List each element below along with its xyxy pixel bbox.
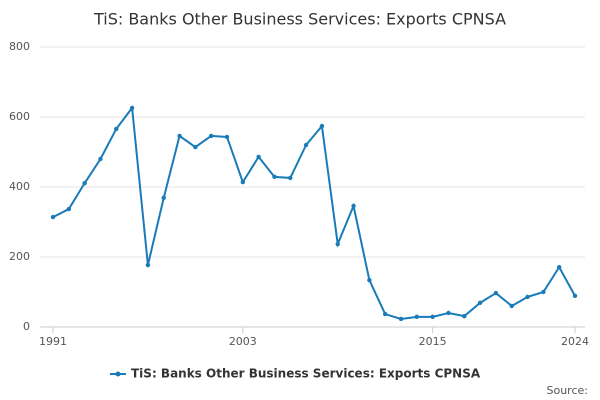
point — [256, 154, 261, 160]
point — [145, 262, 151, 268]
x-tick-label: 2015 — [419, 335, 447, 348]
y-tick-label: 200 — [9, 250, 30, 263]
point — [303, 142, 309, 148]
y-tick-label: 800 — [9, 40, 30, 53]
point — [351, 203, 356, 209]
point — [129, 105, 135, 111]
point — [541, 289, 546, 295]
x-tick-label: 2024 — [561, 335, 589, 348]
point — [272, 174, 277, 180]
y-tick-label: 400 — [9, 180, 30, 193]
point — [382, 311, 388, 317]
source: Source: — [547, 384, 589, 397]
y-tick-label: 0 — [23, 320, 30, 333]
point — [50, 214, 56, 220]
point — [446, 310, 451, 316]
point — [240, 179, 246, 185]
point — [319, 123, 325, 129]
point — [477, 300, 483, 306]
point — [367, 277, 372, 283]
point — [525, 294, 530, 300]
y-tick-label: 600 — [9, 110, 30, 123]
point — [193, 144, 198, 150]
x-tick-label: 2003 — [229, 335, 257, 348]
legend-label: TiS: Banks Other Business Services: Expo… — [131, 367, 481, 381]
point — [430, 314, 435, 320]
point — [414, 314, 420, 320]
x-tick-label: 1991 — [39, 335, 67, 348]
point — [556, 264, 562, 270]
point — [66, 206, 72, 212]
point — [98, 156, 103, 162]
point — [493, 290, 499, 296]
series-line — [52, 105, 576, 320]
point — [224, 134, 230, 140]
point — [82, 180, 87, 186]
point — [509, 303, 514, 309]
point — [335, 241, 340, 247]
point — [572, 293, 578, 299]
point — [114, 126, 119, 132]
point — [177, 133, 182, 139]
point — [288, 175, 293, 181]
point — [462, 313, 467, 319]
point — [398, 316, 404, 322]
point — [208, 133, 214, 139]
point — [161, 195, 166, 201]
chart-title: TiS: Banks Other Business Services: Expo… — [93, 10, 506, 29]
legend-marker — [115, 371, 121, 377]
